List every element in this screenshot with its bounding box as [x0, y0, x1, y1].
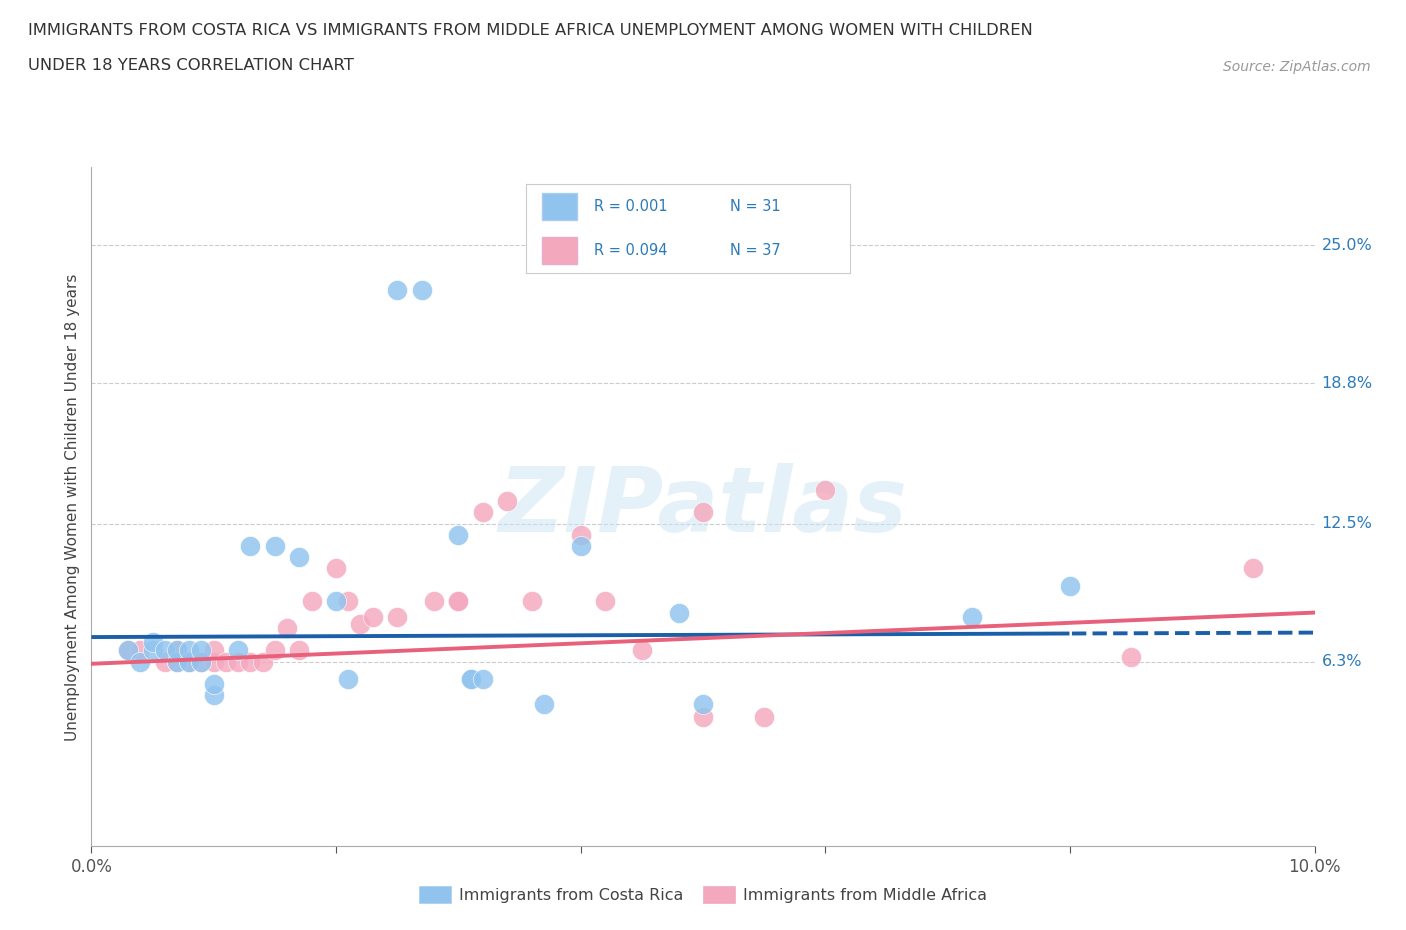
Point	[190, 654, 212, 669]
Point	[349, 617, 371, 631]
Point	[117, 643, 139, 658]
Point	[202, 654, 225, 669]
Text: ZIPatlas: ZIPatlas	[499, 463, 907, 551]
Point	[447, 594, 470, 609]
Point	[276, 620, 298, 635]
Point	[496, 494, 519, 509]
Point	[202, 643, 225, 658]
Point	[520, 594, 543, 609]
Point	[325, 594, 347, 609]
Point	[754, 710, 776, 724]
Point	[460, 671, 482, 686]
Point	[337, 594, 360, 609]
Point	[239, 654, 262, 669]
Point	[179, 654, 201, 669]
Point	[337, 671, 360, 686]
Point	[252, 654, 274, 669]
Point	[166, 643, 188, 658]
Point	[264, 643, 287, 658]
Text: 18.8%: 18.8%	[1322, 376, 1372, 391]
Point	[668, 605, 690, 620]
Text: UNDER 18 YEARS CORRELATION CHART: UNDER 18 YEARS CORRELATION CHART	[28, 58, 354, 73]
Point	[447, 594, 470, 609]
Point	[166, 654, 188, 669]
Point	[117, 643, 139, 658]
Point	[385, 283, 409, 298]
Point	[215, 654, 238, 669]
Point	[226, 643, 249, 658]
Point	[1059, 578, 1081, 593]
Point	[447, 527, 470, 542]
Point	[361, 609, 384, 624]
Point	[288, 550, 311, 565]
Point	[593, 594, 616, 609]
Point	[471, 671, 494, 686]
Point	[692, 697, 714, 711]
Point	[692, 710, 714, 724]
Point	[1243, 561, 1265, 576]
Point	[301, 594, 323, 609]
Text: 6.3%: 6.3%	[1322, 654, 1362, 669]
Point	[264, 538, 287, 553]
Point	[166, 643, 188, 658]
Point	[239, 538, 262, 553]
Point	[226, 654, 249, 669]
Y-axis label: Unemployment Among Women with Children Under 18 years: Unemployment Among Women with Children U…	[65, 273, 80, 740]
Point	[471, 505, 494, 520]
Point	[141, 643, 163, 658]
Point	[166, 654, 188, 669]
Point	[153, 654, 176, 669]
Point	[179, 643, 201, 658]
Point	[460, 671, 482, 686]
Point	[569, 538, 592, 553]
Point	[179, 654, 201, 669]
Point	[202, 676, 225, 691]
Point	[288, 643, 311, 658]
Point	[631, 643, 654, 658]
Point	[190, 654, 212, 669]
Point	[411, 283, 433, 298]
Text: Source: ZipAtlas.com: Source: ZipAtlas.com	[1223, 60, 1371, 74]
Point	[423, 594, 446, 609]
Point	[129, 643, 152, 658]
Text: IMMIGRANTS FROM COSTA RICA VS IMMIGRANTS FROM MIDDLE AFRICA UNEMPLOYMENT AMONG W: IMMIGRANTS FROM COSTA RICA VS IMMIGRANTS…	[28, 23, 1033, 38]
Point	[141, 634, 163, 649]
Point	[533, 697, 555, 711]
Point	[325, 561, 347, 576]
Point	[1121, 650, 1143, 665]
Point	[692, 505, 714, 520]
Point	[569, 527, 592, 542]
Legend: Immigrants from Costa Rica, Immigrants from Middle Africa: Immigrants from Costa Rica, Immigrants f…	[413, 880, 993, 910]
Point	[153, 643, 176, 658]
Point	[202, 687, 225, 702]
Text: 25.0%: 25.0%	[1322, 238, 1372, 253]
Point	[190, 643, 212, 658]
Point	[129, 654, 152, 669]
Text: 12.5%: 12.5%	[1322, 516, 1372, 531]
Point	[385, 609, 409, 624]
Point	[960, 609, 983, 624]
Point	[814, 483, 837, 498]
